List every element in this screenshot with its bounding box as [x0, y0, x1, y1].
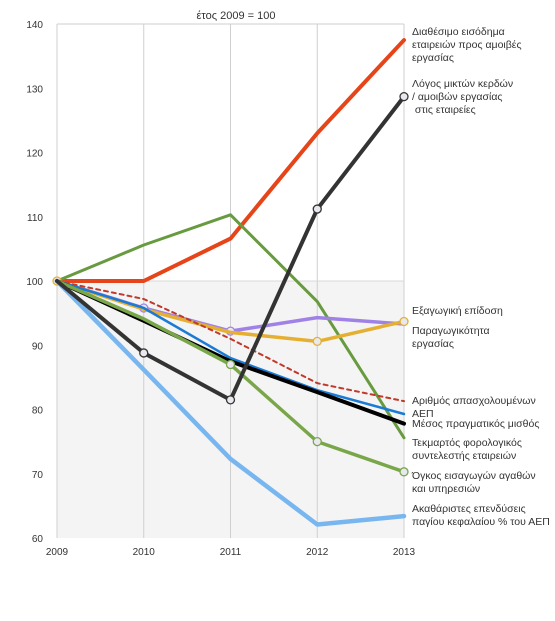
- series-1-marker-2011: [225, 395, 236, 405]
- y-tick-label-140: 140: [26, 20, 43, 31]
- y-tick-label-60: 60: [32, 534, 44, 545]
- series-label-7-line-1: συντελεστής εταιρειών: [412, 450, 516, 462]
- series-label-0-line-2: εργασίας: [412, 52, 454, 64]
- y-tick-label-70: 70: [32, 470, 44, 481]
- series-label-4-line-1: ΑΕΠ: [412, 408, 434, 420]
- series-line-7: [55, 213, 406, 440]
- y-tick-label-80: 80: [32, 406, 44, 417]
- series-label-8-line-0: Όγκος εισαγωγών αγαθών: [411, 470, 536, 482]
- series-label-9-line-0: Ακαθάριστες επενδύσεις: [412, 503, 526, 515]
- series-8-marker-2013: [399, 467, 409, 477]
- series-8-marker-2011: [225, 359, 236, 370]
- x-tick-label-2009: 2009: [46, 547, 69, 558]
- series-label-6: Μέσος πραγματικός μισθός: [412, 418, 539, 430]
- series-line-9: [54, 278, 407, 527]
- series-label-1: Λόγος μικτών κερδών / αμοιβών εργασίας στ…: [412, 78, 513, 116]
- series-label-8: Όγκος εισαγωγών αγαθών και υπηρεσιών: [411, 470, 536, 495]
- series-line-5: [55, 279, 406, 416]
- chart-title: έτος 2009 = 100: [197, 10, 276, 22]
- series-label-8-line-1: και υπηρεσιών: [412, 483, 480, 495]
- y-tick-label-130: 130: [26, 84, 43, 95]
- series-label-9: Ακαθάριστες επενδύσεις παγίου κεφαλαίου %…: [412, 503, 550, 528]
- series-label-2-line-0: Εξαγωγική επίδοση: [412, 305, 503, 317]
- series-label-0-line-0: Διαθέσιμο εισόδημα: [412, 26, 505, 38]
- y-tick-label-110: 110: [27, 213, 43, 224]
- series-1-marker-2012: [312, 204, 322, 214]
- series-label-7: Τεκμαρτός φορολογικός συντελεστής εταιρει…: [412, 437, 522, 462]
- y-tick-label-100: 100: [26, 277, 43, 288]
- series-label-1-line-2: στις εταιρείες: [412, 104, 476, 116]
- series-line-0: [55, 38, 406, 283]
- series-label-1-line-1: / αμοιβών εργασίας: [412, 91, 502, 103]
- series-label-3: Παραγωγικότητα εργασίας: [412, 325, 490, 350]
- series-label-9-line-1: παγίου κεφαλαίου % του ΑΕΠ: [412, 516, 550, 528]
- series-label-0-line-1: εταιρειών προς αμοιβές: [412, 39, 522, 51]
- series-3-marker-2013: [399, 316, 409, 327]
- series-label-0: Διαθέσιμο εισόδημα εταιρειών προς αμοιβές…: [412, 26, 522, 64]
- series-3-marker-2012: [312, 336, 322, 347]
- y-tick-label-90: 90: [32, 341, 44, 352]
- x-tick-label-2013: 2013: [393, 547, 416, 558]
- series-label-2: Εξαγωγική επίδοση: [412, 305, 503, 317]
- series-1-marker-2010: [139, 348, 149, 358]
- series-label-1-line-0: Λόγος μικτών κερδών: [412, 78, 513, 90]
- series-line-4: [56, 280, 405, 403]
- x-tick-label-2012: 2012: [306, 547, 329, 558]
- y-tick-label-120: 120: [26, 149, 43, 160]
- series-8-marker-2012: [312, 436, 322, 447]
- series-label-3-line-1: εργασίας: [412, 338, 454, 350]
- series-label-6-line-0: Μέσος πραγματικός μισθός: [412, 418, 539, 430]
- x-tick-label-2011: 2011: [220, 547, 242, 558]
- x-tick-label-2010: 2010: [133, 547, 156, 558]
- series-1-marker-2013: [399, 91, 409, 102]
- series-label-7-line-0: Τεκμαρτός φορολογικός: [412, 437, 522, 449]
- series-label-4-line-0: Αριθμός απασχολουμένων: [412, 395, 536, 407]
- series-label-3-line-0: Παραγωγικότητα: [412, 325, 490, 337]
- series-label-4: Αριθμός απασχολουμένων ΑΕΠ: [412, 395, 536, 420]
